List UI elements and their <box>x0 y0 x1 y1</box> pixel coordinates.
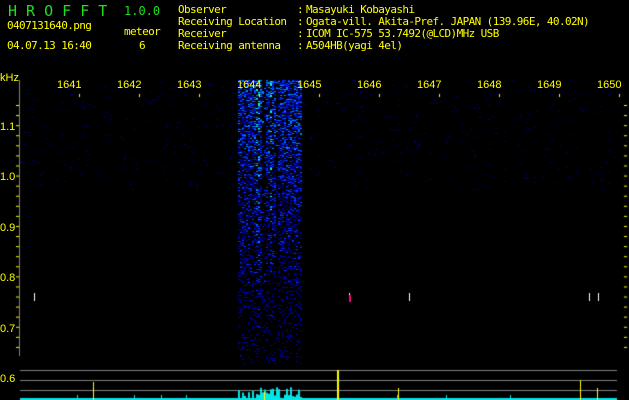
x-tick-label: 1647 <box>417 79 442 91</box>
x-tick-label: 1646 <box>357 79 382 91</box>
x-tick-label: 1642 <box>117 79 142 91</box>
info-value: Masayuki Kobayashi <box>306 3 415 16</box>
x-tick-label: 1644 <box>237 79 262 91</box>
app-title: H R O F F T <box>8 2 108 20</box>
info-label: Receiver <box>178 27 227 40</box>
info-sep: : <box>297 27 304 40</box>
file-datetime: 04.07.13 16:40 <box>7 39 92 52</box>
x-tick-label: 1643 <box>177 79 202 91</box>
info-label: Receiving Location <box>178 15 287 28</box>
x-tick-label: 1649 <box>537 79 562 91</box>
info-value: A504HB(yagi 4el) <box>306 39 403 52</box>
y-tick-label: 1.0 <box>0 171 16 184</box>
meteor-count: 6 <box>139 39 146 52</box>
info-label: Receiving antenna <box>178 39 281 52</box>
y-axis-label: kHz <box>0 72 19 84</box>
info-label: Observer <box>178 3 227 16</box>
x-tick-label: 1645 <box>297 79 322 91</box>
app-version: 1.0.0 <box>124 4 161 18</box>
info-sep: : <box>297 3 304 16</box>
info-sep: : <box>297 39 304 52</box>
y-tick-label: 0.9 <box>0 221 16 234</box>
info-value: Ogata-vill. Akita-Pref. JAPAN (139.96E, … <box>306 15 590 28</box>
y-tick-label: 1.1 <box>0 121 16 133</box>
y-tick-label: 0.8 <box>0 272 16 285</box>
meteor-label: meteor <box>124 25 161 38</box>
x-tick-label: 1641 <box>57 79 82 91</box>
file-name: 0407131640.png <box>7 19 92 32</box>
x-tick-label: 1648 <box>477 79 502 91</box>
info-value: ICOM IC-575 53.7492(@LCD)MHz USB <box>306 27 499 40</box>
info-sep: : <box>297 15 304 28</box>
y-tick-label: 0.7 <box>0 322 16 335</box>
x-tick-label: 1650 <box>597 79 622 91</box>
y-tick-label: 0.6 <box>0 373 16 385</box>
